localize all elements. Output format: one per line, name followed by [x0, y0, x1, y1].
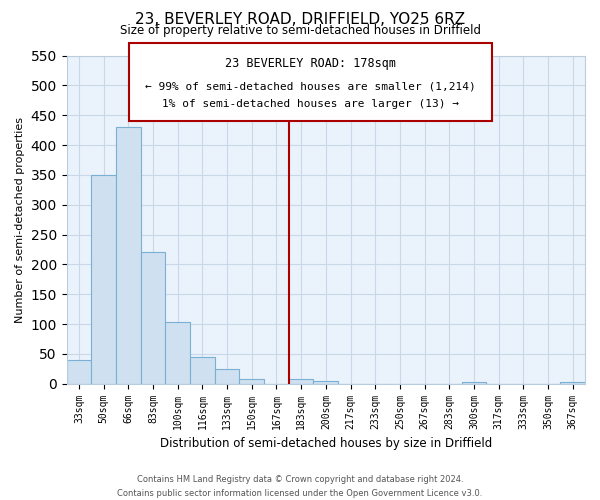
Text: 1% of semi-detached houses are larger (13) →: 1% of semi-detached houses are larger (1… — [162, 99, 459, 109]
Text: ← 99% of semi-detached houses are smaller (1,214): ← 99% of semi-detached houses are smalle… — [145, 82, 476, 92]
X-axis label: Distribution of semi-detached houses by size in Driffield: Distribution of semi-detached houses by … — [160, 437, 492, 450]
Bar — [560, 382, 585, 384]
Bar — [190, 358, 215, 384]
Y-axis label: Number of semi-detached properties: Number of semi-detached properties — [15, 116, 25, 322]
Bar — [91, 175, 116, 384]
Text: Contains HM Land Registry data © Crown copyright and database right 2024.
Contai: Contains HM Land Registry data © Crown c… — [118, 476, 482, 498]
Bar — [141, 252, 166, 384]
Bar — [67, 360, 91, 384]
Bar — [166, 322, 190, 384]
Text: 23, BEVERLEY ROAD, DRIFFIELD, YO25 6RZ: 23, BEVERLEY ROAD, DRIFFIELD, YO25 6RZ — [135, 12, 465, 28]
Bar — [215, 369, 239, 384]
Text: Size of property relative to semi-detached houses in Driffield: Size of property relative to semi-detach… — [119, 24, 481, 37]
Bar — [289, 379, 313, 384]
Bar — [461, 382, 486, 384]
Bar — [239, 379, 264, 384]
Bar — [116, 127, 141, 384]
Bar — [313, 380, 338, 384]
Text: 23 BEVERLEY ROAD: 178sqm: 23 BEVERLEY ROAD: 178sqm — [225, 57, 396, 70]
